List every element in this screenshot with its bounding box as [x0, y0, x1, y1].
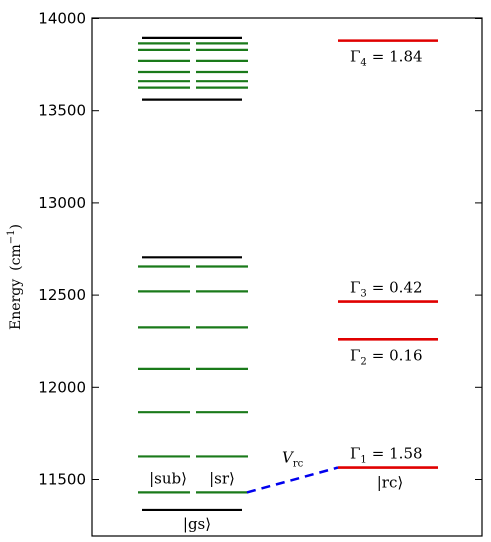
sr-state-label: |sr⟩	[209, 469, 235, 487]
y-tick-label: 11500	[38, 471, 86, 489]
sub-state-label: |sub⟩	[149, 469, 187, 487]
y-tick-label: 13000	[38, 194, 86, 212]
y-tick-label: 12000	[38, 378, 86, 396]
gamma-label: Γ3 = 0.42	[350, 279, 423, 300]
gamma-label: Γ4 = 1.84	[350, 48, 423, 69]
y-tick-label: 13500	[38, 102, 86, 120]
rc-manifold: Γ1 = 1.58 |rc⟩ Γ2 = 0.16 Γ3 = 0.42 Γ4 = 1.84	[338, 39, 438, 492]
gamma-label: Γ2 = 0.16	[350, 346, 423, 367]
y-tick-label: 14000	[38, 10, 86, 28]
left-manifold	[138, 36, 248, 494]
ground-state-label: |gs⟩	[183, 515, 211, 533]
y-tick-label: 12500	[38, 286, 86, 304]
y-axis: 11500 12000 12500 13000 13500 14000	[38, 10, 482, 489]
coupling-label: Vrc	[282, 449, 304, 470]
gamma-label: Γ1 = 1.58	[350, 445, 423, 466]
coupling-line	[246, 466, 339, 494]
y-axis-label: Energy(cm−1)	[6, 224, 24, 330]
rc-state-label: |rc⟩	[377, 474, 403, 492]
plot-frame	[91, 17, 483, 537]
